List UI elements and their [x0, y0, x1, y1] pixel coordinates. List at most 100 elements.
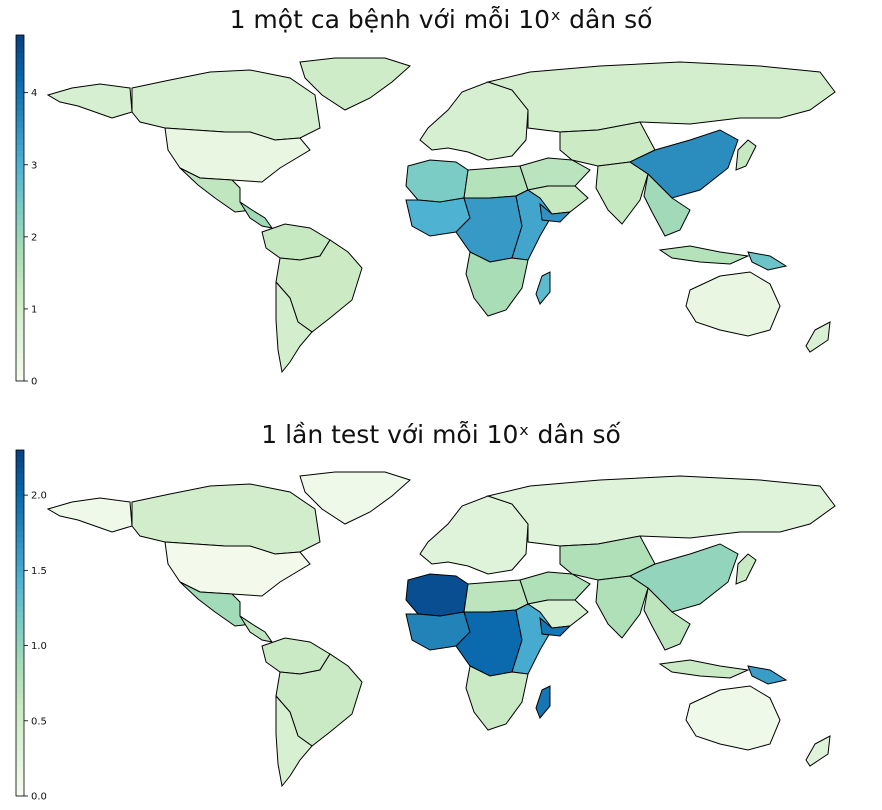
region-australia — [685, 685, 781, 751]
region-australia — [685, 271, 781, 337]
colorbar-tick-label: 1.5 — [31, 566, 47, 577]
colorbar-segment — [16, 167, 24, 174]
colorbar-segment — [16, 104, 24, 111]
colorbar-segment — [16, 52, 24, 59]
world-map — [46, 471, 836, 788]
region-indonesia — [658, 245, 750, 265]
colorbar-segment — [16, 109, 24, 117]
colorbar-segment — [16, 692, 24, 699]
colorbar-segment — [16, 732, 24, 739]
colorbar-segment — [16, 277, 24, 284]
region-alaska — [46, 83, 133, 119]
colorbar-frame — [15, 449, 25, 797]
colorbar-tick-label: 1.0 — [31, 641, 47, 652]
colorbar-segment — [16, 778, 24, 786]
region-central-america — [239, 201, 274, 229]
colorbar-tick-label: 0 — [31, 377, 37, 388]
region-south-america-north — [261, 637, 331, 675]
colorbar-segment — [16, 294, 24, 301]
colorbar-segment — [16, 744, 24, 751]
colorbar-segment — [16, 542, 24, 549]
colorbar-segment — [16, 657, 24, 664]
colorbar-segment — [16, 703, 24, 711]
colorbar-segment — [16, 553, 24, 561]
region-indonesia — [658, 659, 750, 679]
region-europe — [419, 495, 529, 575]
colorbar-frame — [15, 34, 25, 382]
colorbar-segment — [16, 75, 24, 82]
colorbar-segment — [16, 357, 24, 365]
region-central-africa — [455, 195, 523, 263]
colorbar-segment — [16, 254, 24, 261]
colorbar-segment — [16, 663, 24, 670]
region-canada — [131, 483, 321, 555]
colorbar-segment — [16, 340, 24, 347]
colorbar-segment — [16, 634, 24, 641]
colorbar-tick-label: 1 — [31, 304, 37, 315]
region-north-africa-east — [463, 165, 529, 199]
colorbar-segment — [16, 208, 24, 215]
colorbar-segment — [16, 548, 24, 555]
colorbar-segment — [16, 92, 24, 100]
colorbar-segment — [16, 231, 24, 238]
region-russia — [486, 475, 836, 547]
colorbar-tick-label: 3 — [31, 160, 37, 171]
region-middle-east — [519, 571, 591, 605]
region-yemen — [539, 616, 572, 637]
region-middle-east — [519, 157, 591, 191]
region-new-zealand — [805, 735, 831, 767]
colorbar-segment — [16, 726, 24, 734]
colorbar-segment — [16, 594, 24, 601]
colorbar-segment — [16, 369, 24, 376]
region-new-zealand — [805, 321, 831, 353]
colorbar-segment — [16, 790, 24, 797]
colorbar-segment — [16, 588, 24, 595]
colorbar-segment — [16, 709, 24, 716]
colorbar-segment — [16, 317, 24, 324]
colorbar-segment — [16, 306, 24, 313]
colorbar-segment — [16, 478, 24, 486]
colorbar-segment — [16, 334, 24, 342]
colorbar-segment — [16, 761, 24, 768]
colorbar-segment — [16, 179, 24, 186]
region-canada — [131, 69, 321, 141]
colorbar-segment — [16, 40, 24, 48]
map-panel-tests: 1 lần test với mỗi 10ˣ dân số 0.0 0.5 1.0 1… — [0, 415, 882, 810]
colorbar-segment — [16, 242, 24, 249]
region-madagascar — [535, 271, 551, 305]
colorbar-segment — [16, 288, 24, 296]
colorbar-segment — [16, 680, 24, 688]
colorbar-segment — [16, 248, 24, 255]
colorbar-segment — [16, 484, 24, 491]
region-yemen — [539, 202, 572, 223]
colorbar-segment — [16, 646, 24, 653]
colorbar-segment — [16, 121, 24, 128]
region-png — [747, 665, 788, 685]
colorbar-segment — [16, 651, 24, 659]
colorbar-segment — [16, 501, 24, 509]
colorbar-tick-label: 0.0 — [31, 792, 47, 803]
colorbar-segment — [16, 161, 24, 169]
colorbar-segment — [16, 346, 24, 353]
colorbar-segment — [16, 173, 24, 180]
colorbar-segment — [16, 467, 24, 474]
region-japan — [735, 139, 757, 171]
colorbar-segment — [16, 311, 24, 319]
colorbar-segment — [16, 490, 24, 497]
colorbar-segment — [16, 674, 24, 682]
world-map — [46, 57, 836, 374]
region-southeast-asia — [643, 172, 691, 237]
colorbar-segment — [16, 86, 24, 94]
colorbar-segment — [16, 375, 24, 382]
colorbar-segment — [16, 450, 24, 457]
colorbar-segment — [16, 81, 24, 88]
colorbar-segment — [16, 363, 24, 371]
region-southern-africa — [465, 251, 529, 317]
colorbar-segment — [16, 300, 24, 307]
region-south-america-south — [275, 694, 313, 788]
colorbar-tick-label: 2 — [31, 232, 37, 243]
colorbar-segment — [16, 46, 24, 53]
colorbar-segment — [16, 115, 24, 123]
colorbar-segment — [16, 611, 24, 618]
colorbar-segment — [16, 127, 24, 134]
